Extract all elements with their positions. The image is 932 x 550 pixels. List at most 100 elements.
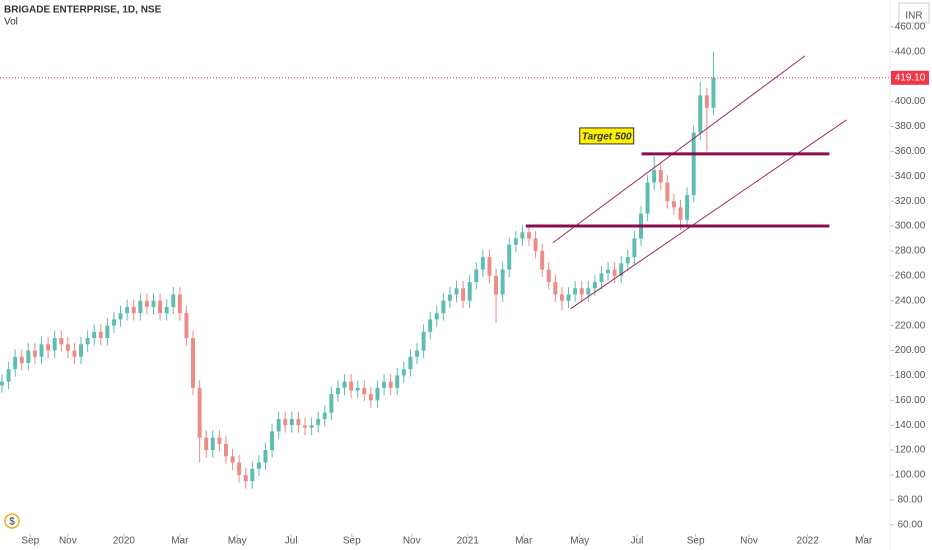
candle-body [546, 269, 551, 283]
y-tick-label: 200.00 [895, 345, 926, 356]
candle-body [421, 331, 426, 351]
candle-body [171, 294, 176, 307]
candle-body [26, 350, 31, 363]
candle-body [566, 294, 571, 301]
candle-body [474, 269, 479, 283]
trend-line [552, 55, 806, 244]
candle-body [98, 331, 103, 339]
candle-body [65, 344, 70, 351]
candle-body [263, 450, 268, 463]
candle-body [125, 306, 130, 314]
x-tick-label: Mar [171, 536, 189, 547]
candle-body [454, 288, 459, 295]
candle-body [6, 369, 11, 382]
candle-body [461, 288, 466, 301]
x-tick-label: Nov [403, 536, 421, 547]
candle-body [395, 375, 400, 388]
candle-body [158, 300, 163, 314]
x-tick-label: May [228, 536, 247, 547]
currency: INR [905, 11, 922, 22]
candle-body [447, 294, 452, 301]
x-tick-label: Jul [631, 536, 644, 547]
y-tick-label: 180.00 [895, 370, 926, 381]
candle-body [388, 381, 393, 388]
candle-body [131, 306, 136, 314]
candle-body [204, 437, 209, 451]
candle-body [619, 263, 624, 276]
y-tick-label: 380.00 [895, 121, 926, 132]
candle-body [349, 381, 354, 391]
candle-body [52, 338, 57, 351]
y-tick-label: 340.00 [895, 171, 926, 182]
last-price-box [891, 70, 929, 85]
y-tick-label: 400.00 [895, 96, 926, 107]
candle-body [316, 418, 321, 426]
candle-body [658, 170, 663, 183]
x-tick-label: 2022 [797, 536, 820, 547]
candle-body [283, 418, 288, 426]
candle-body [625, 257, 630, 264]
trend-line [570, 119, 847, 310]
y-tick-label: 220.00 [895, 320, 926, 331]
candle-body [85, 338, 90, 345]
candle-body [362, 387, 367, 395]
candle-body [540, 250, 545, 270]
candle-body [678, 207, 683, 220]
y-tick-label: 360.00 [895, 146, 926, 157]
candle-body [698, 95, 703, 133]
candle-body [322, 412, 327, 419]
y-tick-label: 300.00 [895, 221, 926, 232]
candle-body [270, 431, 275, 451]
candle-body [553, 282, 558, 295]
candle-body [375, 387, 380, 401]
y-tick-label: 260.00 [895, 270, 926, 281]
candle-body [46, 344, 51, 351]
candle-body [39, 344, 44, 357]
candle-body [527, 232, 531, 239]
last-price-label: 419.10 [895, 72, 926, 83]
candle-body [513, 238, 518, 245]
y-tick-label: 140.00 [895, 420, 926, 431]
candle-body [151, 300, 156, 307]
y-tick-label: 120.00 [895, 445, 926, 456]
candle-body [79, 344, 84, 357]
y-tick-label: 160.00 [895, 395, 926, 406]
candle-body [592, 282, 597, 289]
candle-body [32, 350, 37, 357]
candle-body [520, 232, 525, 239]
y-tick-label: 460.00 [895, 22, 926, 33]
candle-body [533, 238, 538, 251]
candle-body [606, 269, 611, 274]
x-tick-label: Sep [21, 536, 39, 547]
candle-body [72, 350, 77, 357]
candle-body [645, 182, 650, 214]
candle-body [296, 418, 301, 426]
x-tick-label: Mar [515, 536, 533, 547]
candle-body [303, 425, 307, 428]
candle-body [467, 282, 472, 301]
candle-body [685, 194, 690, 220]
y-tick-label: 240.00 [895, 295, 926, 306]
candle-body [480, 257, 485, 270]
candle-body [704, 95, 709, 108]
candle-body [13, 356, 18, 370]
candle-body [191, 338, 195, 388]
candle-body [289, 418, 294, 426]
candle-body [415, 350, 419, 357]
candle-body [632, 238, 637, 258]
candle-body [652, 170, 657, 183]
candle-body [342, 381, 347, 388]
candle-body [401, 369, 406, 376]
candle-body [223, 443, 228, 457]
candle-body [250, 468, 255, 482]
y-tick-label: 80.00 [897, 495, 922, 506]
x-tick-label: Nov [59, 536, 77, 547]
annotation: Target 500 [582, 132, 632, 143]
candle-body [243, 474, 248, 482]
candle-body [164, 306, 169, 314]
logo [4, 513, 20, 529]
candle-body [177, 294, 182, 314]
y-tick-label: 60.00 [897, 519, 922, 530]
candle-body [210, 437, 215, 451]
